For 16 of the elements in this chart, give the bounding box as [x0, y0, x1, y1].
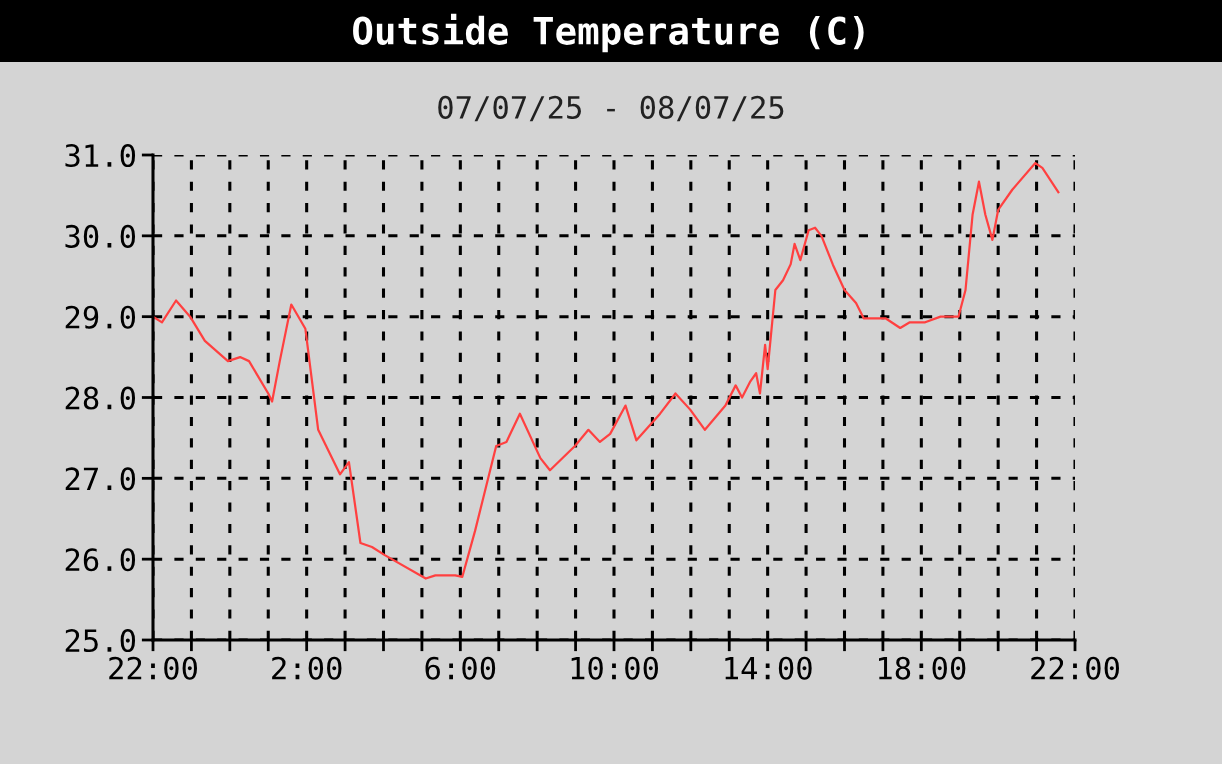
- y-tick-label: 26.0: [65, 548, 136, 572]
- x-tick-label: 22:00: [1031, 656, 1120, 680]
- x-tick-label: 14:00: [725, 656, 812, 680]
- y-tick-label: 30.0: [65, 224, 136, 248]
- y-tick-label: 25.0: [65, 629, 136, 653]
- chart-subtitle: 07/07/25 - 08/07/25: [438, 95, 784, 122]
- y-tick-label: 28.0: [65, 386, 136, 410]
- y-tick-label: 31.0: [65, 144, 136, 168]
- y-tick-label: 27.0: [65, 467, 136, 491]
- x-tick-label: 10:00: [571, 656, 659, 680]
- y-tick-label: 29.0: [65, 305, 136, 329]
- x-tick-label: 18:00: [879, 656, 966, 680]
- x-tick-label: 6:00: [425, 656, 496, 680]
- chart-title: Outside Temperature (C): [353, 13, 864, 53]
- x-tick-label: 22:00: [109, 656, 198, 680]
- x-tick-label: 2:00: [272, 656, 342, 680]
